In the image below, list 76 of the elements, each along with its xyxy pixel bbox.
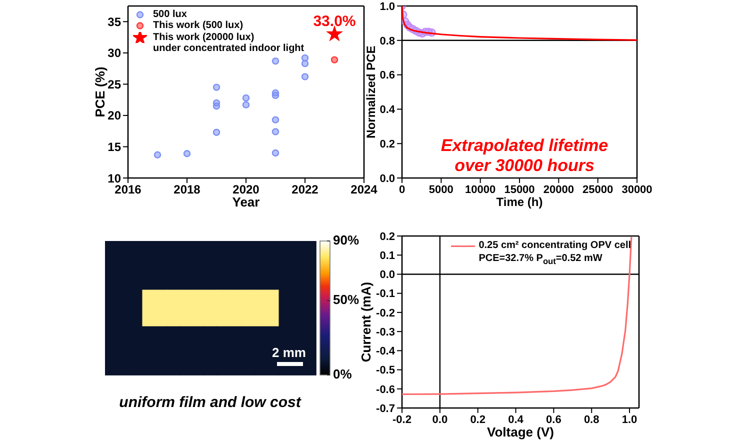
x-tick-label: 2016 bbox=[114, 182, 142, 197]
point bbox=[272, 149, 280, 157]
annotation: under concentrated indoor light bbox=[153, 43, 304, 54]
y-tick-label: -0.5 bbox=[376, 364, 395, 377]
y-tick-label: -0.6 bbox=[376, 384, 395, 396]
point bbox=[272, 128, 280, 136]
y-tick-label: 0.2 bbox=[380, 230, 395, 243]
point bbox=[154, 151, 162, 158]
annotation: PCE=32.7% P$_{out}$=0.52 mW bbox=[478, 252, 602, 266]
x-tick-label: 5000 bbox=[428, 184, 454, 196]
y-tick-label: 30 bbox=[108, 46, 122, 60]
x-tick-label: 15000 bbox=[504, 184, 535, 196]
x-tick-label: 0 bbox=[398, 184, 406, 196]
x-axis-title: Voltage (V) bbox=[487, 424, 554, 440]
x-tick-label: 2024 bbox=[350, 182, 378, 197]
y-tick-label: 15 bbox=[108, 140, 122, 154]
legend-label: This work (20000 lux) bbox=[153, 32, 254, 43]
y-tick-label: 20 bbox=[108, 108, 122, 123]
point bbox=[301, 73, 309, 80]
y-tick-label: 0.4 bbox=[380, 104, 396, 116]
legend-label: This work (500 lux) bbox=[153, 20, 244, 32]
y-tick-label: -0.2 bbox=[376, 307, 395, 320]
x-tick-label: 1.0 bbox=[622, 414, 638, 426]
y-tick-label: 0.8 bbox=[380, 35, 395, 48]
point bbox=[330, 56, 338, 64]
color-bar-label: 50% bbox=[333, 292, 360, 307]
point bbox=[272, 116, 280, 124]
y-tick-label: 0.1 bbox=[380, 250, 395, 262]
y-tick-label: 1.0 bbox=[380, 0, 395, 13]
y-tick-label: -0.7 bbox=[376, 402, 395, 415]
y-tick-label: 10 bbox=[108, 171, 122, 186]
x-tick-label: -0.2 bbox=[392, 414, 412, 426]
x-tick-label: 0.2 bbox=[470, 414, 486, 426]
x-tick-label: 20000 bbox=[543, 184, 574, 196]
x-tick-label: 2020 bbox=[232, 182, 260, 197]
x-tick-label: 25000 bbox=[582, 184, 614, 196]
y-axis-title: PCE (%) bbox=[92, 66, 108, 118]
annotation: 2 mm bbox=[272, 345, 306, 360]
y-tick-label: 35 bbox=[108, 14, 122, 29]
point bbox=[183, 150, 191, 158]
line-series bbox=[402, 236, 632, 396]
y-tick-label: -0.3 bbox=[376, 326, 395, 338]
point bbox=[326, 25, 344, 42]
x-axis-title: Year bbox=[232, 194, 260, 210]
point bbox=[272, 92, 280, 100]
point bbox=[212, 102, 220, 110]
x-tick-label: 0.8 bbox=[584, 414, 600, 426]
y-tick-label: 25 bbox=[108, 77, 122, 92]
point bbox=[242, 94, 250, 102]
y-tick-label: -0.1 bbox=[376, 288, 395, 300]
y-axis-title: Normalized PCE bbox=[364, 46, 378, 138]
x-axis-title: Time (h) bbox=[496, 195, 543, 209]
legend-label: 500 lux bbox=[153, 8, 187, 20]
y-tick-label: 0.0 bbox=[380, 269, 395, 282]
annotation: Extrapolated lifetime over 30000 hours bbox=[440, 136, 608, 175]
y-tick-label: 0.2 bbox=[380, 138, 395, 151]
x-tick-label: 0.4 bbox=[508, 414, 524, 426]
point bbox=[301, 60, 309, 68]
x-tick-label: 30000 bbox=[622, 184, 652, 196]
annotation: 33.0% bbox=[313, 13, 356, 30]
legend-label: 0.25 cm² concentrating OPV cell bbox=[478, 240, 631, 252]
point bbox=[272, 57, 280, 65]
x-tick-label: 10000 bbox=[465, 184, 496, 196]
y-tick-label: -0.4 bbox=[376, 346, 396, 358]
x-tick-label: 0.0 bbox=[432, 414, 448, 426]
y-tick-label: 0.6 bbox=[380, 70, 395, 82]
x-tick-label: 2018 bbox=[174, 182, 201, 197]
point bbox=[212, 128, 220, 136]
color-bar-label: 0% bbox=[333, 366, 352, 382]
x-tick-label: 0.6 bbox=[546, 414, 562, 426]
color-bar-label: 90% bbox=[333, 232, 360, 248]
text: uniform film and low cost bbox=[119, 394, 301, 411]
point bbox=[212, 84, 220, 91]
point bbox=[242, 101, 250, 108]
y-axis-title: Current (mA) bbox=[358, 282, 374, 362]
x-tick-label: 2022 bbox=[292, 182, 319, 197]
